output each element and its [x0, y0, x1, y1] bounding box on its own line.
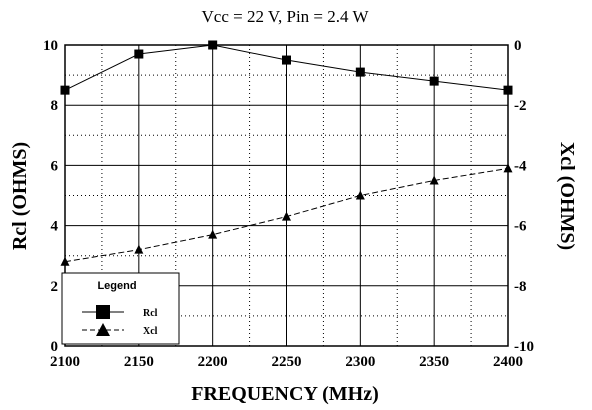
- left-y-tick-labels: 0 2 4 6 8 10: [43, 38, 59, 355]
- left-y-tick-label: 0: [51, 339, 59, 355]
- legend-title: Legend: [97, 280, 136, 292]
- left-y-tick-label: 4: [51, 219, 59, 235]
- xcl-point: [282, 211, 291, 221]
- legend-xcl-label: Xcl: [143, 326, 158, 337]
- xcl-point: [208, 229, 218, 239]
- plot-border: [64, 44, 509, 347]
- right-y-tick-label: -4: [514, 158, 527, 174]
- left-y-tick-label: 2: [51, 279, 59, 295]
- x-tick-label: 2350: [419, 354, 449, 370]
- rcl-point: [503, 85, 513, 95]
- left-y-tick-label: 8: [51, 98, 59, 114]
- legend-rcl-label: Rcl: [143, 308, 158, 319]
- xcl-point: [134, 244, 144, 254]
- x-axis-label: FREQUENCY (MHz): [191, 383, 379, 405]
- xcl-point: [60, 256, 70, 266]
- xcl-point: [503, 163, 513, 173]
- chart-title: Vcc = 22 V, Pin = 2.4 W: [202, 7, 370, 26]
- x-tick-label: 2100: [50, 354, 80, 370]
- rcl-point: [208, 40, 218, 50]
- series-group: [60, 40, 513, 266]
- left-y-axis-label: Rcl (OHMS): [9, 142, 31, 250]
- rcl-point: [429, 76, 439, 86]
- legend-box: [61, 272, 180, 345]
- right-y-tick-label: 0: [514, 38, 522, 54]
- x-tick-label: 2150: [124, 354, 154, 370]
- x-tick-labels: 2100 2150 2200 2250 2300 2350 2400: [50, 354, 523, 370]
- rcl-point: [60, 85, 70, 95]
- xcl-point: [355, 190, 365, 200]
- rcl-point: [134, 49, 144, 59]
- legend-xcl-marker: [96, 323, 110, 336]
- plot-area: [64, 44, 509, 347]
- right-y-tick-label: -2: [514, 98, 527, 114]
- x-tick-label: 2250: [272, 354, 302, 370]
- legend: Legend Rcl Xcl: [61, 272, 180, 345]
- left-y-tick-label: 6: [51, 158, 59, 174]
- right-y-tick-label: -10: [514, 339, 534, 355]
- rcl-point: [282, 55, 291, 65]
- left-y-tick-label: 10: [43, 38, 58, 54]
- x-tick-label: 2200: [198, 354, 228, 370]
- xcl-point: [429, 175, 439, 185]
- rcl-point: [355, 67, 365, 77]
- right-y-tick-label: -8: [514, 279, 527, 295]
- legend-rcl-marker: [96, 305, 110, 319]
- right-y-axis-label: Xcl (OHMS): [556, 142, 578, 250]
- right-y-tick-labels: -10 -8 -6 -4 -2 0: [514, 38, 534, 355]
- x-tick-label: 2400: [493, 354, 523, 370]
- x-tick-label: 2300: [345, 354, 375, 370]
- right-y-tick-label: -6: [514, 219, 527, 235]
